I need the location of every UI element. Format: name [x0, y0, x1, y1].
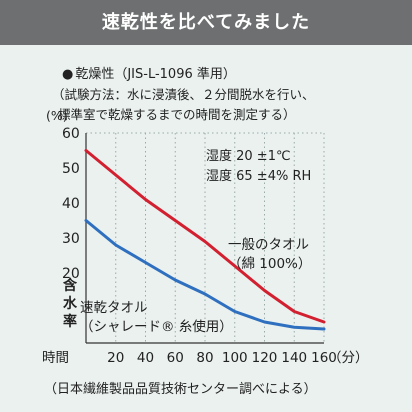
x-tick-120: 120 [252, 350, 278, 366]
condition-humidity: 湿度 65 ±4% RH [206, 168, 311, 184]
source-note: （日本繊維製品品質技術センター調べによる） [44, 382, 317, 397]
series-label-normal-sub: （綿 100%） [228, 256, 311, 272]
y-axis-label-char: 水 [63, 295, 78, 312]
header-title: 速乾性を比べてみました [0, 0, 412, 45]
test-title: ● 乾燥性（JIS-L-1096 準用） [62, 63, 236, 82]
x-tick-140: 140 [281, 350, 307, 366]
y-tick-30: 30 [62, 231, 80, 247]
y-tick-40: 40 [62, 196, 80, 212]
series-line-0 [84, 149, 326, 324]
bullet-icon: ● [62, 67, 74, 82]
y-axis-label-char: 率 [63, 313, 77, 330]
x-tick-80: 80 [196, 350, 213, 366]
series-label-quickdry: 速乾タオル [80, 300, 148, 316]
y-tick-60: 60 [62, 126, 80, 142]
series-label-normal: 一般のタオル [228, 237, 309, 253]
y-unit-label: (%) [46, 108, 68, 123]
method-line-1: （試験方法：水に浸漬後、２分間脱水を行い、 [52, 87, 315, 102]
method-line-2: 標準室で乾燥するまでの時間を測定する） [58, 107, 296, 122]
x-tick-60: 60 [167, 350, 184, 366]
series-line-1 [84, 219, 326, 331]
y-tick-50: 50 [62, 161, 80, 177]
grid-lines [86, 132, 325, 343]
chart-labels: 一般のタオル （綿 100%） 速乾タオル （シャレード® 糸使用） 湿度 20 ±1℃… [80, 148, 311, 335]
y-axis-label-char: 含 [63, 277, 78, 294]
series-lines [84, 149, 326, 331]
x-tick-160: 160 [311, 350, 337, 366]
x-tick-20: 20 [107, 350, 124, 366]
y-tick-20: 20 [62, 266, 80, 282]
x-tick-100: 100 [222, 350, 248, 366]
axes [85, 133, 324, 344]
x-tick-40: 40 [137, 350, 154, 366]
condition-temperature: 湿度 20 ±1℃ [206, 148, 291, 164]
x-axis-label-prefix: 時間 [42, 350, 69, 366]
series-label-quickdry-sub: （シャレード® 糸使用） [80, 318, 233, 335]
x-axis-label-suffix: （分） [328, 350, 369, 366]
test-title-text: 乾燥性（JIS-L-1096 準用） [75, 67, 236, 82]
